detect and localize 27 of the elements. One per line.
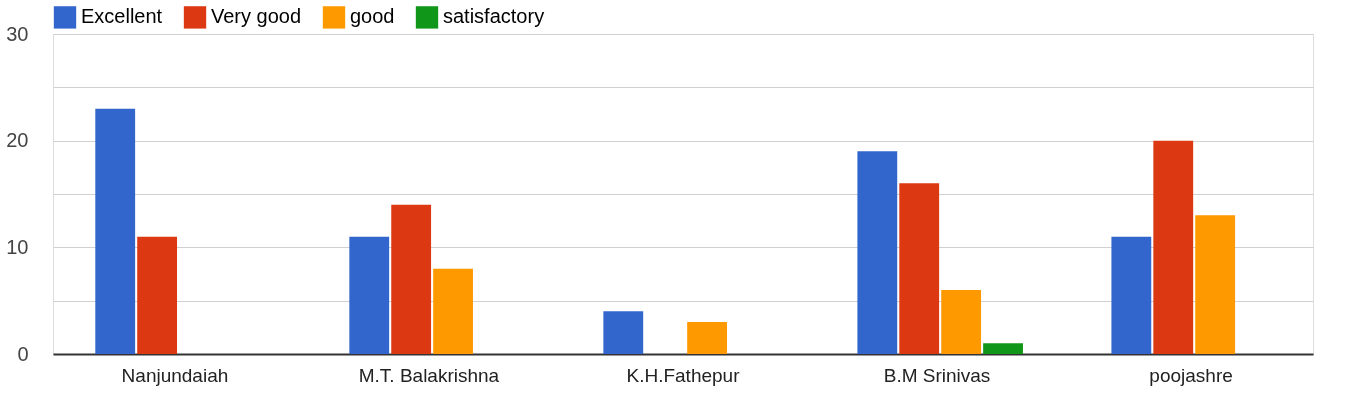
x-tick-label: B.M Srinivas xyxy=(883,364,991,386)
y-tick-label: 20 xyxy=(6,129,29,152)
bar xyxy=(1111,236,1152,354)
x-tick-label: M.T. Balakrishna xyxy=(358,364,500,386)
x-tick-label: K.H.Fathepur xyxy=(626,364,741,386)
bar xyxy=(899,183,940,354)
legend-label: satisfactory xyxy=(443,5,545,28)
x-tick-label: poojashre xyxy=(1149,364,1233,386)
bar xyxy=(349,236,390,354)
bar xyxy=(941,290,982,354)
x-tick-label: Nanjundaiah xyxy=(121,364,229,386)
y-tick-label: 0 xyxy=(17,342,29,365)
bar xyxy=(95,108,136,354)
bar xyxy=(857,151,898,354)
bar xyxy=(687,322,728,354)
bar xyxy=(391,204,432,354)
bar xyxy=(1195,215,1236,354)
legend-label: Very good xyxy=(211,5,302,28)
bar xyxy=(137,236,178,354)
bar xyxy=(983,343,1023,354)
legend-label: good xyxy=(350,5,395,28)
y-tick-label: 10 xyxy=(6,235,29,258)
legend-label: Excellent xyxy=(81,5,163,28)
y-tick-label: 30 xyxy=(6,22,29,45)
bar xyxy=(433,268,473,354)
bar xyxy=(603,311,644,354)
bar xyxy=(1153,140,1194,354)
